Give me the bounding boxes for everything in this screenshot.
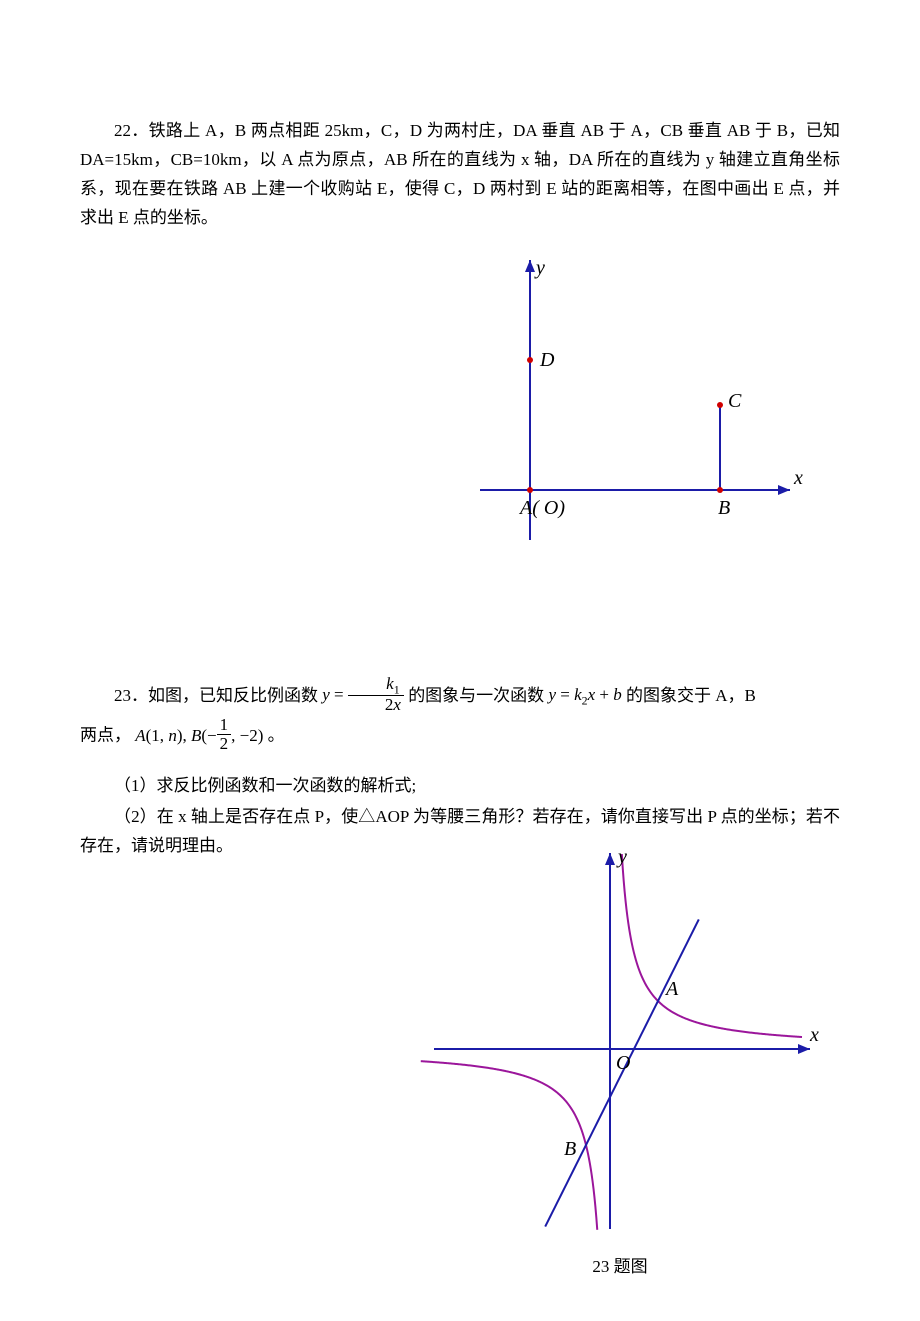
problem-22-body: 铁路上 A，B 两点相距 25km，C，D 为两村庄，DA 垂直 AB 于 A，… [80,121,840,227]
p23-l1c: 的图象交于 A，B [622,685,756,704]
svg-text:y: y [534,257,545,279]
svg-text:B: B [564,1138,576,1160]
svg-text:O: O [616,1052,630,1074]
p23-l2b: 。 [263,726,284,745]
figure-23-block: y x O A B 23 题图 [420,839,820,1282]
svg-text:D: D [539,349,555,371]
svg-text:y: y [616,846,627,868]
p23-l2a: 两点， [80,726,131,745]
p23-l1a: 如图，已知反比例函数 [148,685,322,704]
problem-23-q1: （1）求反比例函数和一次函数的解析式; [80,772,840,801]
p23-l1b: 的图象与一次函数 [404,685,549,704]
problem-23: 23．如图，已知反比例函数 y = k12x 的图象与一次函数 y = k2x … [80,677,840,861]
formula-points: A(1, n), B(−12, −2) [135,726,263,745]
problem-23-line1: 23．如图，已知反比例函数 y = k12x 的图象与一次函数 y = k2x … [80,677,840,717]
figure-22-wrap: y x D C A( O) B [80,250,840,550]
svg-text:A: A [664,978,679,1000]
problem-23-number: 23． [114,685,148,704]
svg-text:C: C [728,390,742,412]
figure-23: y x O A B [420,839,820,1239]
problem-23-line2: 两点， A(1, n), B(−12, −2) 。 [80,718,840,755]
problem-22-number: 22． [114,121,149,140]
formula-recip: y = k12x [322,685,404,704]
svg-text:x: x [793,467,803,489]
problem-22-text: 22．铁路上 A，B 两点相距 25km，C，D 为两村庄，DA 垂直 AB 于… [80,117,840,233]
problem-22: 22．铁路上 A，B 两点相距 25km，C，D 为两村庄，DA 垂直 AB 于… [80,117,840,233]
svg-text:B: B [718,497,730,519]
svg-text:x: x [809,1024,819,1046]
formula-linear: y = k2x + b [548,685,621,704]
figure-22: y x D C A( O) B [440,250,820,550]
figure-23-wrap: y x O A B 23 题图 [80,839,840,1282]
spacer [80,550,840,660]
svg-text:A( O): A( O) [518,497,565,519]
page: 22．铁路上 A，B 两点相距 25km，C，D 为两村庄，DA 垂直 AB 于… [0,0,920,1321]
figure-23-caption: 23 题图 [420,1253,820,1282]
